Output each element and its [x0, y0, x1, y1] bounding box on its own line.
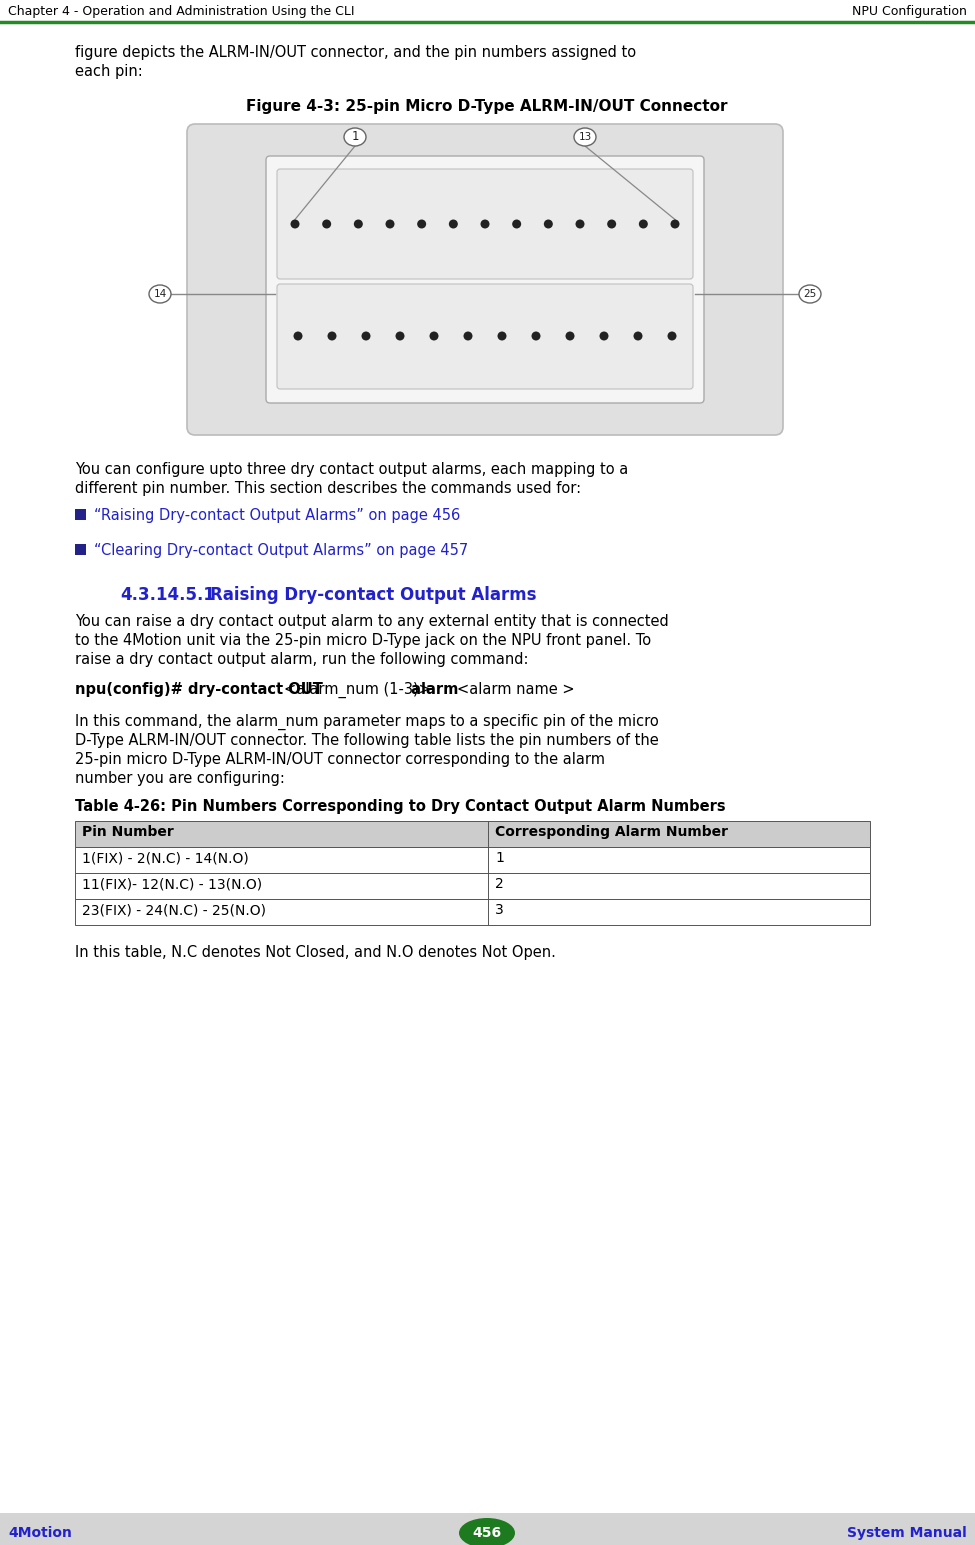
Circle shape: [430, 332, 439, 340]
Text: <alarm_num (1-3)>: <alarm_num (1-3)>: [284, 681, 431, 698]
Text: In this command, the alarm_num parameter maps to a specific pin of the micro: In this command, the alarm_num parameter…: [75, 714, 659, 731]
Text: In this table, N.C denotes Not Closed, and N.O denotes Not Open.: In this table, N.C denotes Not Closed, a…: [75, 946, 556, 959]
Text: Corresponding Alarm Number: Corresponding Alarm Number: [495, 825, 728, 839]
Bar: [75, 899, 870, 925]
Ellipse shape: [149, 284, 171, 303]
Circle shape: [512, 219, 522, 229]
Ellipse shape: [799, 284, 821, 303]
Circle shape: [566, 332, 574, 340]
Text: 1: 1: [351, 130, 359, 144]
Text: System Manual: System Manual: [847, 1526, 967, 1540]
Circle shape: [600, 332, 608, 340]
Text: 2: 2: [495, 878, 504, 891]
Circle shape: [497, 332, 506, 340]
Ellipse shape: [459, 1519, 515, 1545]
Text: You can raise a dry contact output alarm to any external entity that is connecte: You can raise a dry contact output alarm…: [75, 613, 669, 629]
Circle shape: [668, 332, 677, 340]
Circle shape: [354, 219, 363, 229]
Circle shape: [544, 219, 553, 229]
Circle shape: [396, 332, 405, 340]
Circle shape: [634, 332, 643, 340]
Circle shape: [291, 219, 299, 229]
Text: raise a dry contact output alarm, run the following command:: raise a dry contact output alarm, run th…: [75, 652, 528, 667]
Text: 23(FIX) - 24(N.C) - 25(N.O): 23(FIX) - 24(N.C) - 25(N.O): [82, 902, 266, 918]
Circle shape: [575, 219, 584, 229]
Text: 11(FIX)- 12(N.C) - 13(N.O): 11(FIX)- 12(N.C) - 13(N.O): [82, 878, 262, 891]
Bar: [75, 820, 870, 847]
Text: You can configure upto three dry contact output alarms, each mapping to a: You can configure upto three dry contact…: [75, 462, 628, 477]
Circle shape: [463, 332, 473, 340]
Text: to the 4Motion unit via the 25-pin micro D-Type jack on the NPU front panel. To: to the 4Motion unit via the 25-pin micro…: [75, 633, 651, 647]
Circle shape: [607, 219, 616, 229]
Text: each pin:: each pin:: [75, 63, 142, 79]
Circle shape: [362, 332, 371, 340]
Circle shape: [671, 219, 680, 229]
Text: Table 4-26: Pin Numbers Corresponding to Dry Contact Output Alarm Numbers: Table 4-26: Pin Numbers Corresponding to…: [75, 799, 725, 814]
Text: Raising Dry-contact Output Alarms: Raising Dry-contact Output Alarms: [210, 586, 536, 604]
Text: number you are configuring:: number you are configuring:: [75, 771, 285, 786]
Circle shape: [639, 219, 647, 229]
Text: Chapter 4 - Operation and Administration Using the CLI: Chapter 4 - Operation and Administration…: [8, 6, 355, 19]
Text: 4Motion: 4Motion: [8, 1526, 72, 1540]
Circle shape: [385, 219, 395, 229]
Text: “Clearing Dry-contact Output Alarms” on page 457: “Clearing Dry-contact Output Alarms” on …: [94, 542, 468, 558]
Bar: [75, 544, 86, 555]
Text: 25: 25: [803, 289, 817, 300]
Text: 25-pin micro D-Type ALRM-IN/OUT connector corresponding to the alarm: 25-pin micro D-Type ALRM-IN/OUT connecto…: [75, 752, 605, 766]
Circle shape: [293, 332, 302, 340]
Ellipse shape: [344, 128, 366, 145]
FancyBboxPatch shape: [277, 168, 693, 280]
FancyBboxPatch shape: [277, 284, 693, 389]
Circle shape: [531, 332, 540, 340]
Text: NPU Configuration: NPU Configuration: [852, 6, 967, 19]
Circle shape: [417, 219, 426, 229]
Text: D-Type ALRM-IN/OUT connector. The following table lists the pin numbers of the: D-Type ALRM-IN/OUT connector. The follow…: [75, 732, 659, 748]
Ellipse shape: [574, 128, 596, 145]
Bar: [0, 1513, 975, 1545]
Text: Pin Number: Pin Number: [82, 825, 174, 839]
Circle shape: [322, 219, 332, 229]
Text: 1(FIX) - 2(N.C) - 14(N.O): 1(FIX) - 2(N.C) - 14(N.O): [82, 851, 249, 865]
Circle shape: [481, 219, 489, 229]
Text: 1: 1: [495, 851, 504, 865]
Text: Figure 4-3: 25-pin Micro D-Type ALRM-IN/OUT Connector: Figure 4-3: 25-pin Micro D-Type ALRM-IN/…: [247, 99, 727, 114]
FancyBboxPatch shape: [187, 124, 783, 436]
FancyBboxPatch shape: [266, 156, 704, 403]
Text: “Raising Dry-contact Output Alarms” on page 456: “Raising Dry-contact Output Alarms” on p…: [94, 508, 460, 524]
Bar: [75, 873, 870, 899]
Text: alarm: alarm: [407, 681, 464, 697]
Bar: [75, 847, 870, 873]
Text: npu(config)# dry-contact OUT: npu(config)# dry-contact OUT: [75, 681, 328, 697]
Text: 4.3.14.5.1: 4.3.14.5.1: [120, 586, 214, 604]
Text: 13: 13: [578, 131, 592, 142]
Bar: [75, 508, 86, 521]
Text: different pin number. This section describes the commands used for:: different pin number. This section descr…: [75, 480, 581, 496]
Text: 14: 14: [153, 289, 167, 300]
Text: 456: 456: [473, 1526, 501, 1540]
Circle shape: [328, 332, 336, 340]
Circle shape: [448, 219, 458, 229]
Text: 3: 3: [495, 902, 504, 918]
Text: figure depicts the ALRM-IN/OUT connector, and the pin numbers assigned to: figure depicts the ALRM-IN/OUT connector…: [75, 45, 636, 60]
Text: <alarm name >: <alarm name >: [456, 681, 574, 697]
